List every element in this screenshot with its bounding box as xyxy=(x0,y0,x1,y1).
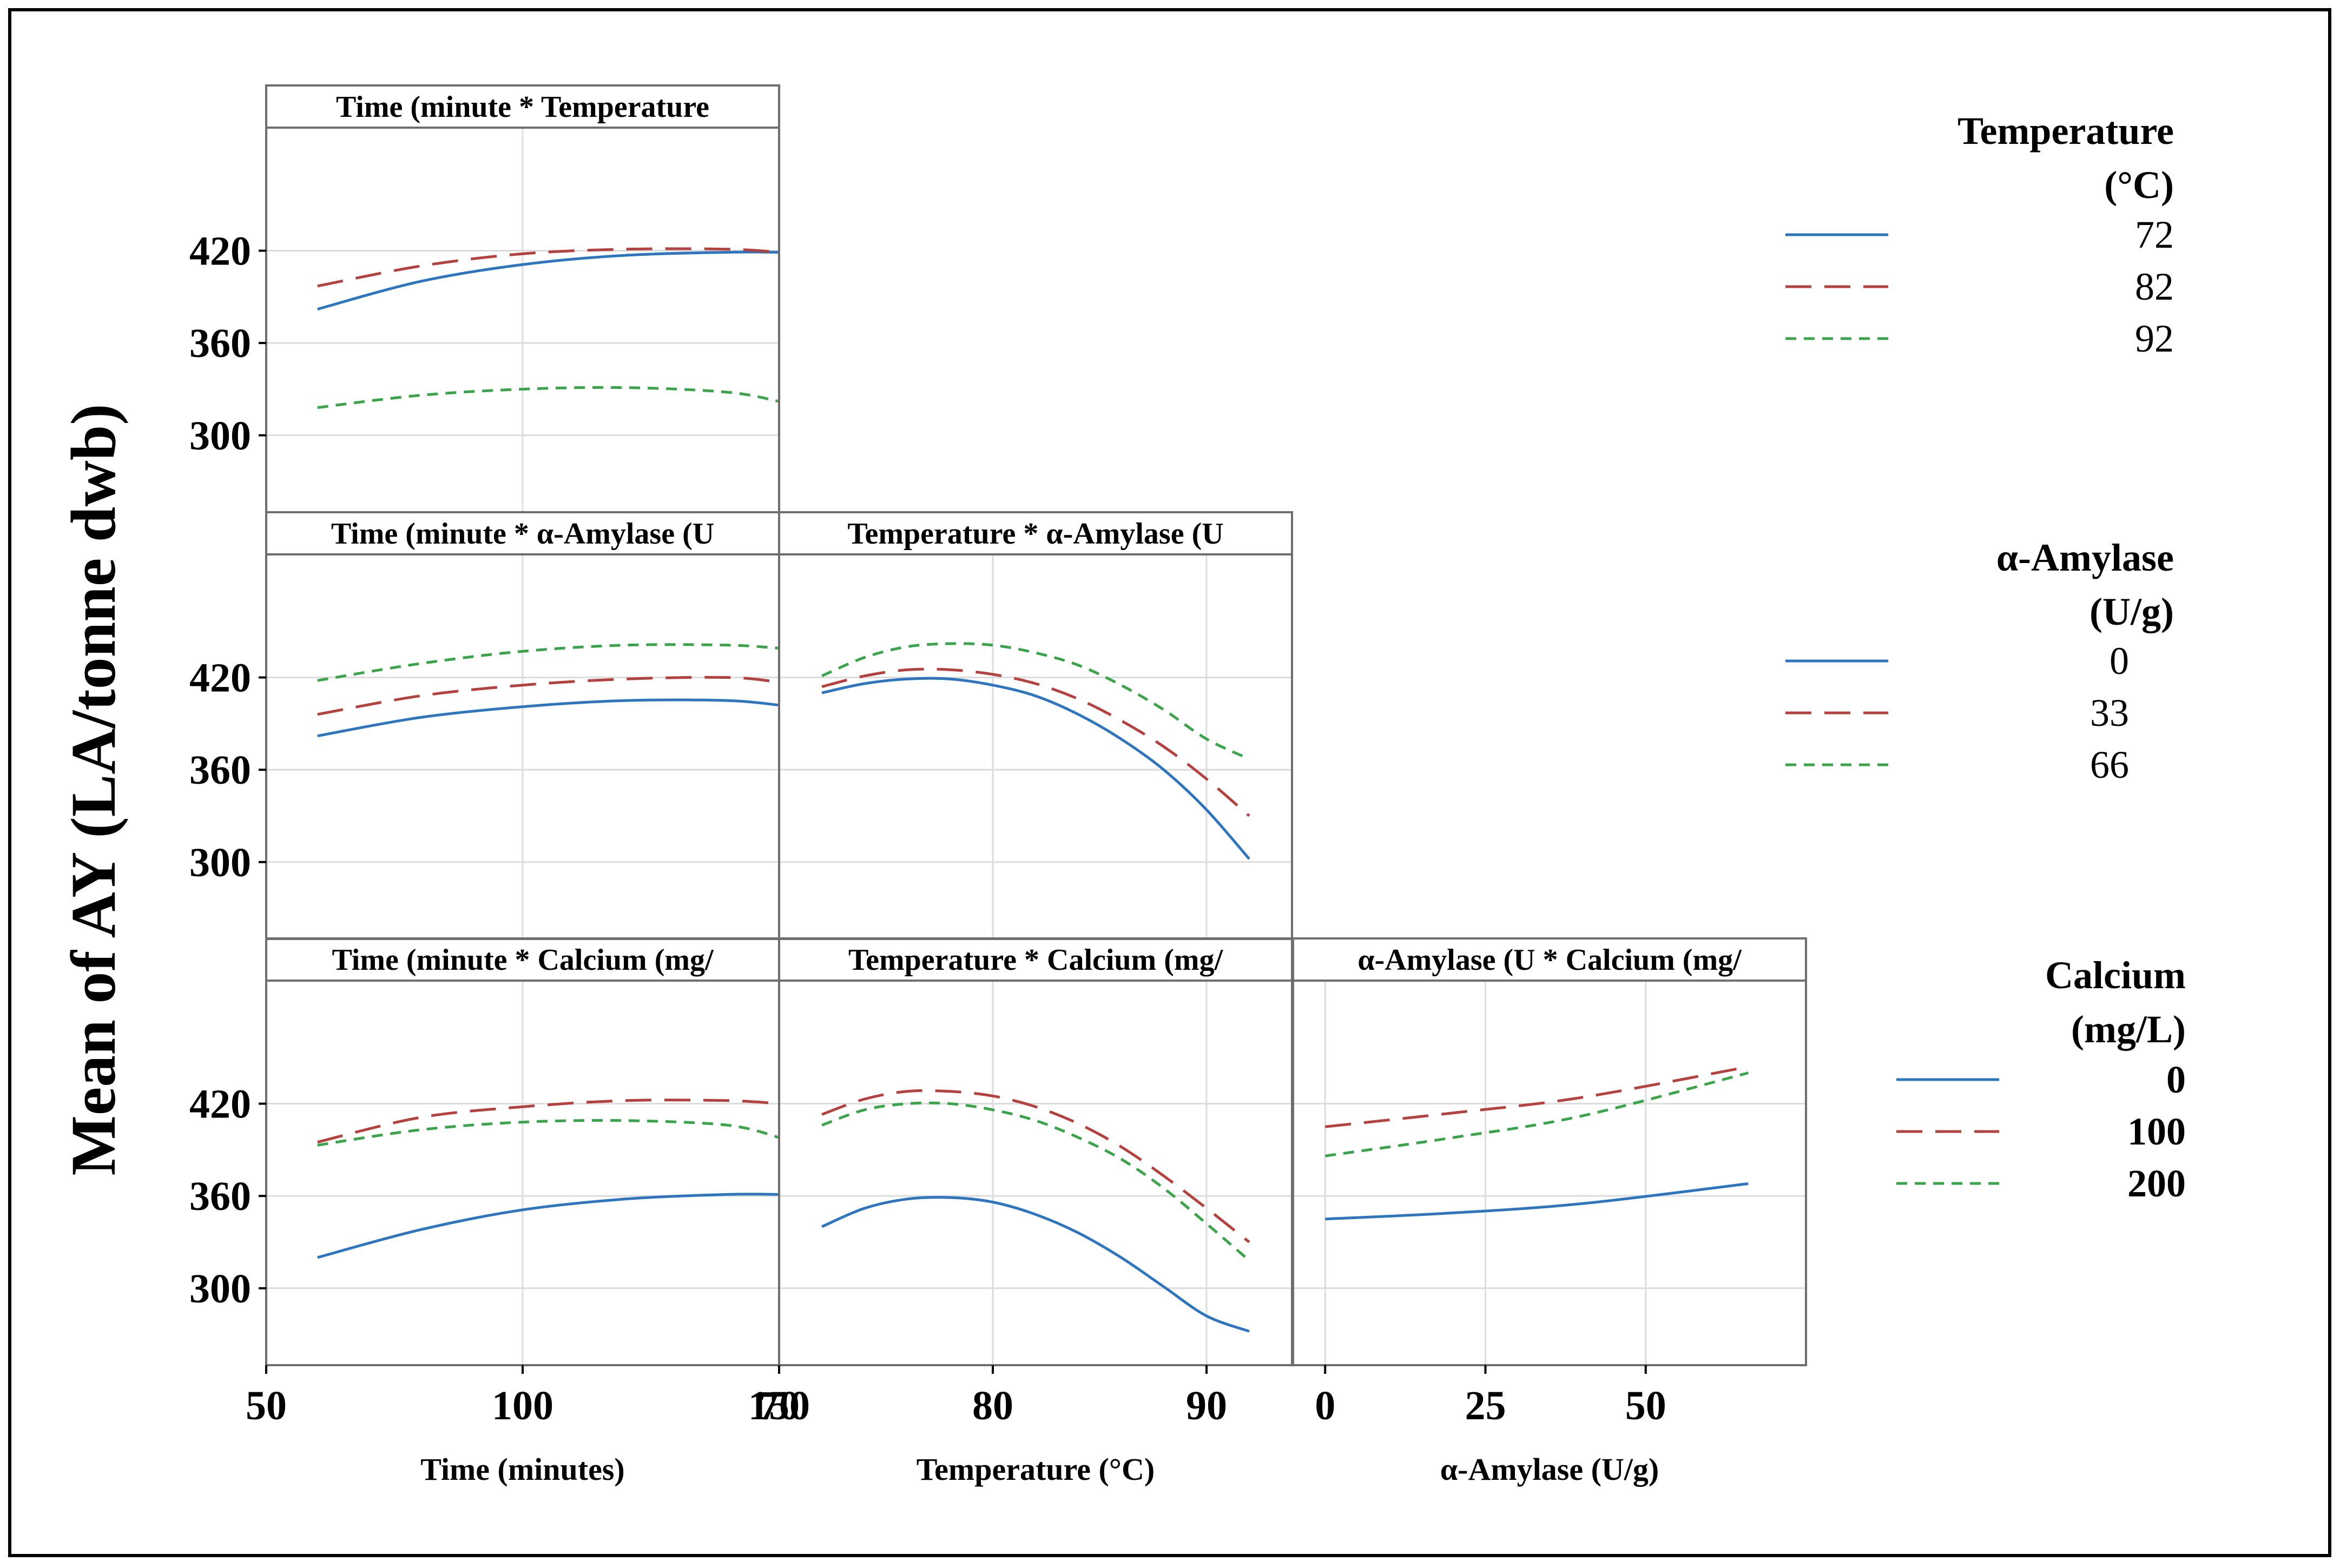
series-line-0 xyxy=(1325,1182,1749,1221)
x-tick-label: 90 xyxy=(1186,1383,1227,1428)
y-tick-label: 420 xyxy=(189,229,251,274)
series-line-0 xyxy=(317,1193,780,1259)
series-line-82 xyxy=(317,247,780,288)
legend-entry-label: 0 xyxy=(2110,639,2129,683)
panel-title: Temperature * α-Amylase (U xyxy=(847,517,1223,551)
series-line-200 xyxy=(1324,1071,1749,1157)
series-line-72 xyxy=(317,250,780,311)
legend-entry-label: 100 xyxy=(2127,1110,2186,1153)
x-axis-label: Time (minutes) xyxy=(420,1452,625,1487)
panel-4: Temperature * Calcium (mg/ xyxy=(778,937,1293,1366)
panel-frame xyxy=(1292,937,1807,1366)
x-tick-label: 50 xyxy=(246,1383,287,1428)
x-tick-label: 80 xyxy=(972,1383,1013,1428)
panel-2: Temperature * α-Amylase (U xyxy=(778,511,1293,940)
y-tick-label: 300 xyxy=(189,413,251,459)
legend-entry-label: 200 xyxy=(2127,1162,2186,1205)
series-line-200 xyxy=(317,1119,780,1147)
series-line-92 xyxy=(317,386,780,409)
legend-entry-label: 92 xyxy=(2135,317,2174,360)
series-line-200 xyxy=(821,1101,1250,1262)
series-line-100 xyxy=(1325,1065,1749,1128)
series-line-0 xyxy=(317,698,780,738)
series-line-0 xyxy=(821,1196,1250,1333)
legend-title: α-Amylase xyxy=(1996,536,2174,579)
legend-entry-label: 66 xyxy=(2090,743,2129,786)
legend-entry-label: 0 xyxy=(2166,1058,2186,1101)
panel-1: Time (minute * α-Amylase (U xyxy=(265,511,780,940)
legend-0: Temperature (°C) 72 82 92 xyxy=(1785,109,2174,360)
legend-entry-label: 33 xyxy=(2090,691,2129,735)
x-axis-time: 50 100 150 Time (minutes) xyxy=(246,1365,810,1487)
x-tick-label: 0 xyxy=(1315,1383,1335,1428)
y-tick-label: 360 xyxy=(189,1174,251,1219)
panel-0: Time (minute * Temperature xyxy=(265,84,780,513)
series-line-100 xyxy=(317,1099,780,1144)
x-tick-label: 100 xyxy=(492,1383,553,1428)
series-line-0 xyxy=(821,677,1250,860)
x-tick-label: 150 xyxy=(748,1383,810,1428)
legend-2: Calcium (mg/L) 0 100 200 xyxy=(1896,954,2186,1205)
y-axis-row-0: 300 360 420 xyxy=(189,229,266,459)
y-axis-label: Mean of AY (LA/tonne dwb) xyxy=(58,403,129,1175)
panel-title: Temperature * Calcium (mg/ xyxy=(848,943,1224,977)
legend-1: α-Amylase (U/g) 0 33 66 xyxy=(1785,536,2174,786)
x-tick-label: 50 xyxy=(1625,1383,1666,1428)
y-axis-row-1: 300 360 420 xyxy=(189,656,266,885)
x-tick-label: 25 xyxy=(1465,1383,1506,1428)
series-line-33 xyxy=(317,676,780,716)
series-line-66 xyxy=(821,642,1250,760)
y-axis-row-2: 300 360 420 xyxy=(189,1082,266,1312)
y-tick-label: 420 xyxy=(189,1082,251,1127)
legend-title: Calcium xyxy=(2045,954,2186,997)
legend-title: Temperature xyxy=(1957,109,2174,153)
y-tick-label: 300 xyxy=(189,840,251,885)
panel-title: α-Amylase (U * Calcium (mg/ xyxy=(1357,943,1742,977)
panel-3: Time (minute * Calcium (mg/ xyxy=(265,937,780,1366)
y-tick-label: 360 xyxy=(189,321,251,366)
y-tick-label: 360 xyxy=(189,747,251,793)
x-axis-label: α-Amylase (U/g) xyxy=(1440,1452,1659,1487)
y-tick-label: 420 xyxy=(189,656,251,701)
x-axis-temp: 70 80 90 Temperature (°C) xyxy=(759,1365,1227,1487)
y-tick-label: 300 xyxy=(189,1266,251,1312)
legend-title: (U/g) xyxy=(2089,590,2174,633)
legend-entry-label: 72 xyxy=(2135,213,2174,256)
legend-title: (°C) xyxy=(2104,163,2174,207)
legend-entry-label: 82 xyxy=(2135,265,2174,308)
panel-title: Time (minute * Calcium (mg/ xyxy=(332,943,714,977)
panel-5: α-Amylase (U * Calcium (mg/ xyxy=(1292,937,1807,1366)
figure-border xyxy=(8,8,2331,1557)
x-axis-label: Temperature (°C) xyxy=(917,1452,1155,1487)
x-axis-amyl: 0 25 50 α-Amylase (U/g) xyxy=(1315,1365,1666,1487)
x-tick-label: 70 xyxy=(759,1383,800,1428)
panel-title: Time (minute * Temperature xyxy=(336,90,709,124)
series-line-66 xyxy=(317,643,780,682)
panel-title: Time (minute * α-Amylase (U xyxy=(331,517,714,551)
legend-title: (mg/L) xyxy=(2071,1008,2186,1051)
